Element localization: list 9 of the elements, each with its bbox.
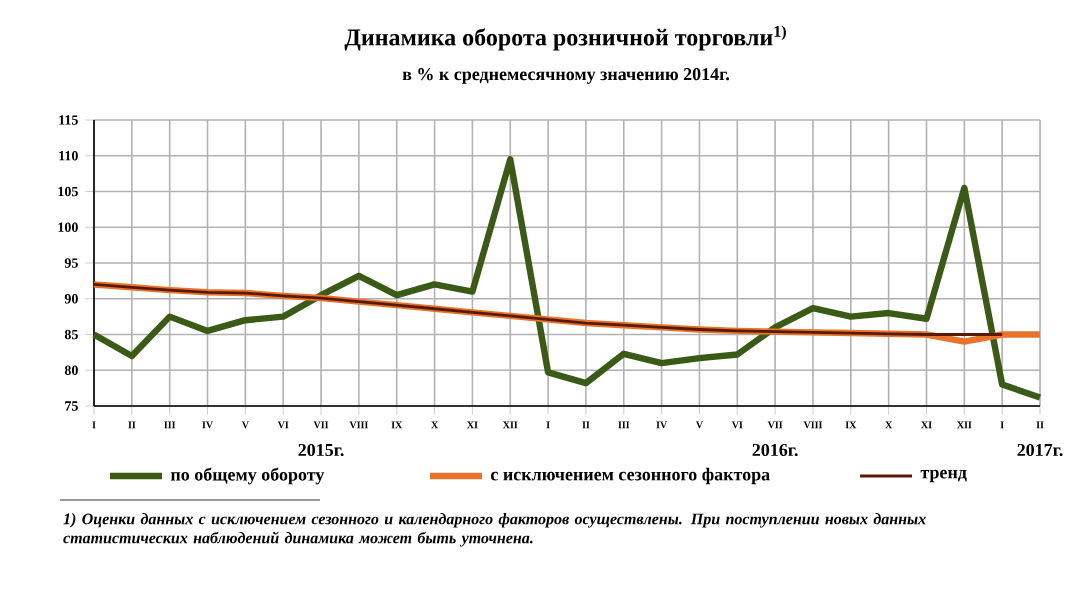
legend-label: с исключением сезонного фактора (491, 467, 770, 485)
chart-title: Динамика оборота розничной торговли$^{1)}$ (344, 25, 786, 51)
legend-label: тренд (920, 469, 967, 483)
text: 2017г. (1017, 443, 1063, 457)
chart-subtitle: в % к среднемесячному значению 2014г. (402, 68, 730, 84)
text: 2016г. (752, 443, 798, 457)
legend-label: по общему обороту (170, 467, 325, 485)
text: 2015г. (298, 443, 344, 457)
text: 1) Оценки данных с исключением сезонного и календарного факторов осуществлены. При поступлении новых данных статистических наблюдений динамика может быть уточнена. (63, 513, 926, 547)
